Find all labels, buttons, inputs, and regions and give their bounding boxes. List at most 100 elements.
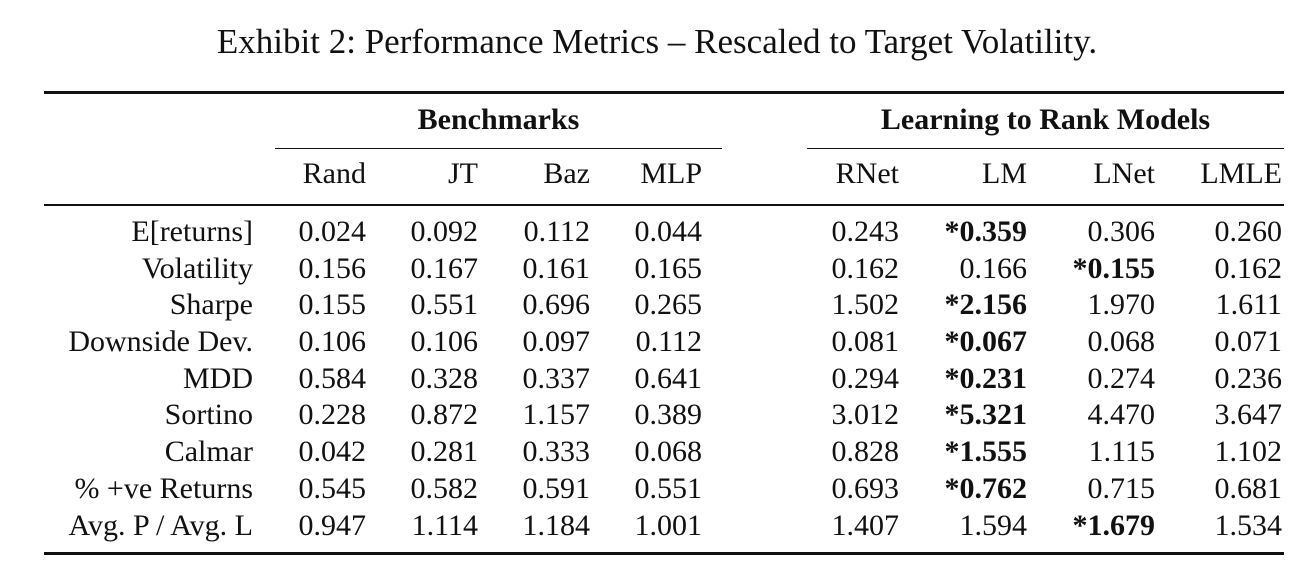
header-rule: [44, 204, 1284, 206]
value-cell: 0.162: [831, 251, 900, 285]
column-header: LM: [982, 157, 1027, 190]
row-label: % +ve Returns: [74, 471, 253, 505]
value-cell: 0.106: [410, 325, 479, 359]
table-row: Downside Dev. 0.106 0.106 0.097 0.112 0.081 *0…: [0, 324, 1314, 361]
value-cell: 0.042: [298, 435, 367, 469]
table-row: MDD 0.584 0.328 0.337 0.641 0.294 *0.231 0.274 0…: [0, 361, 1314, 398]
value-cell: 0.092: [410, 215, 479, 248]
value-cell: 0.166: [959, 251, 1028, 285]
best-value-cell: *0.231: [944, 361, 1028, 395]
value-cell: 0.167: [410, 251, 479, 285]
row-label: Calmar: [164, 435, 253, 469]
row-label: Volatility: [141, 251, 253, 285]
value-cell: 0.584: [298, 361, 367, 395]
best-value-cell: *0.155: [1072, 251, 1156, 285]
value-cell: 1.184: [522, 508, 591, 542]
group-header-benchmarks: Benchmarks: [417, 103, 580, 136]
exhibit-title: Exhibit 2: Performance Metrics – Rescale…: [216, 22, 1098, 61]
value-cell: 0.551: [410, 288, 479, 322]
value-cell: 0.828: [831, 435, 900, 469]
value-cell: 1.115: [1088, 435, 1155, 469]
value-cell: 0.243: [831, 215, 900, 248]
table-row: E[returns] 0.024 0.092 0.112 0.044 0.243 *0.35…: [0, 214, 1314, 251]
table-row: % +ve Returns 0.545 0.582 0.591 0.551 0.693 *0…: [0, 471, 1314, 508]
table-row: Volatility 0.156 0.167 0.161 0.165 0.162 0.166…: [0, 251, 1314, 288]
value-cell: 0.228: [298, 398, 367, 432]
value-cell: 0.162: [1214, 251, 1283, 285]
column-header-row: Rand JT Baz MLP RNet LM LNet LMLE: [0, 156, 1314, 198]
row-label: MDD: [182, 361, 253, 395]
row-label: Avg. P / Avg. L: [68, 508, 253, 542]
bottom-rule: [44, 552, 1284, 555]
value-cell: 0.081: [831, 325, 900, 359]
value-cell: 4.470: [1087, 398, 1156, 432]
best-value-cell: *5.321: [944, 398, 1028, 432]
column-header: JT: [448, 157, 478, 190]
value-cell: 1.102: [1214, 435, 1283, 469]
value-cell: 0.641: [634, 361, 703, 395]
value-cell: 0.389: [634, 398, 703, 432]
value-cell: 0.551: [634, 471, 703, 505]
row-label: E[returns]: [131, 215, 253, 248]
column-header: Baz: [543, 157, 590, 190]
value-cell: 0.294: [831, 361, 900, 395]
value-cell: 0.693: [831, 471, 900, 505]
best-value-cell: *0.359: [944, 215, 1028, 248]
benchmarks-rule: [275, 148, 722, 149]
table-body: E[returns] 0.024 0.092 0.112 0.044 0.243 *0.35…: [0, 214, 1314, 544]
column-header: LNet: [1093, 157, 1155, 190]
value-cell: 0.024: [298, 215, 367, 248]
value-cell: 1.157: [522, 398, 591, 432]
value-cell: 0.236: [1214, 361, 1283, 395]
value-cell: 3.012: [831, 398, 900, 432]
best-value-cell: *0.762: [944, 471, 1028, 505]
value-cell: 0.545: [298, 471, 367, 505]
value-cell: 0.582: [410, 471, 479, 505]
best-value-cell: *2.156: [944, 288, 1028, 322]
value-cell: 0.306: [1087, 215, 1156, 248]
value-cell: 0.265: [634, 288, 703, 322]
value-cell: 1.001: [634, 508, 703, 542]
value-cell: 0.071: [1214, 325, 1283, 359]
value-cell: 0.333: [522, 435, 591, 469]
column-header: Rand: [302, 157, 366, 190]
value-cell: 0.328: [410, 361, 479, 395]
value-cell: 0.155: [298, 288, 367, 322]
value-cell: 0.681: [1214, 471, 1283, 505]
ltr-rule: [807, 148, 1284, 149]
value-cell: 0.281: [410, 435, 479, 469]
table-row: Sharpe 0.155 0.551 0.696 0.265 1.502 *2.156 1.9…: [0, 287, 1314, 324]
value-cell: 0.156: [298, 251, 367, 285]
value-cell: 0.161: [522, 251, 591, 285]
row-label: Downside Dev.: [68, 325, 253, 359]
value-cell: 0.165: [634, 251, 703, 285]
value-cell: 1.114: [411, 508, 478, 542]
value-cell: 0.947: [298, 508, 367, 542]
column-header: RNet: [835, 157, 899, 190]
column-header: LMLE: [1200, 157, 1282, 190]
table-row: Calmar 0.042 0.281 0.333 0.068 0.828 *1.555 1.1…: [0, 434, 1314, 471]
value-cell: 0.106: [298, 325, 367, 359]
value-cell: 1.407: [831, 508, 900, 542]
value-cell: 0.044: [634, 215, 703, 248]
value-cell: 0.097: [522, 325, 591, 359]
top-rule: [44, 91, 1284, 94]
value-cell: 0.337: [522, 361, 591, 395]
value-cell: 1.611: [1215, 288, 1282, 322]
value-cell: 0.872: [410, 398, 479, 432]
row-label: Sortino: [164, 398, 253, 432]
value-cell: 0.274: [1087, 361, 1156, 395]
value-cell: 0.068: [634, 435, 703, 469]
best-value-cell: *1.679: [1072, 508, 1156, 542]
value-cell: 0.696: [522, 288, 591, 322]
group-header-ltr: Learning to Rank Models: [880, 103, 1211, 136]
best-value-cell: *1.555: [944, 435, 1028, 469]
row-label: Sharpe: [169, 288, 253, 322]
value-cell: 1.534: [1214, 508, 1283, 542]
column-header: MLP: [640, 157, 702, 190]
value-cell: 1.502: [831, 288, 900, 322]
table-row: Sortino 0.228 0.872 1.157 0.389 3.012 *5.321 4.…: [0, 397, 1314, 434]
value-cell: 0.591: [522, 471, 591, 505]
value-cell: 0.068: [1087, 325, 1156, 359]
best-value-cell: *0.067: [944, 325, 1028, 359]
